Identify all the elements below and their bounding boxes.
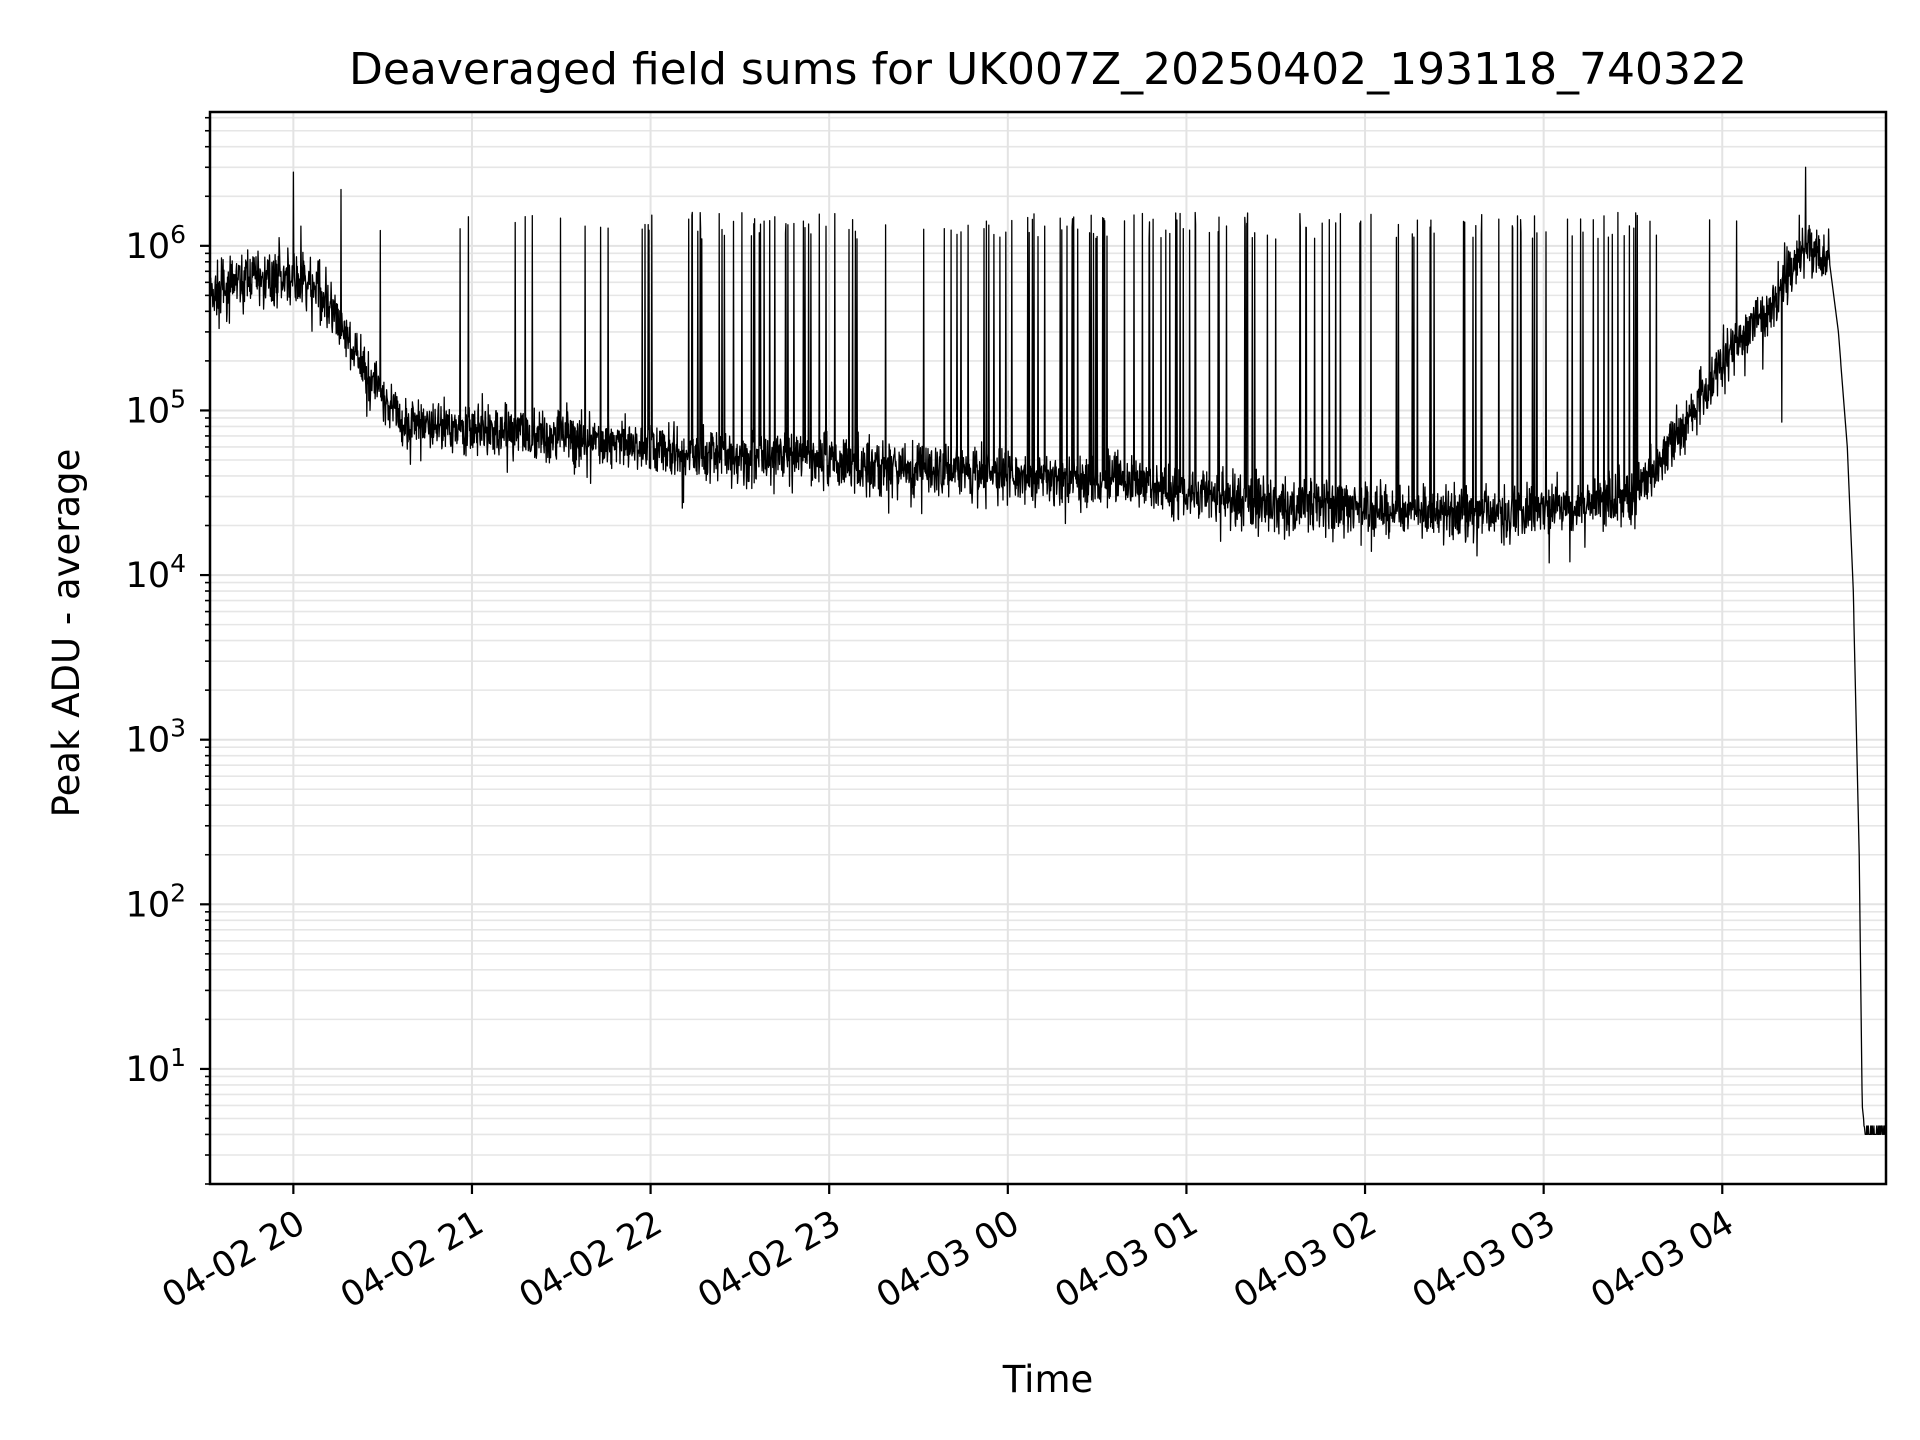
y-axis-label: Peak ADU - average — [45, 449, 88, 818]
y-tick-label: 102 — [126, 878, 186, 925]
y-tick-label: 104 — [126, 549, 186, 596]
data-layer — [209, 166, 1887, 1136]
y-tick-label: 105 — [126, 384, 186, 431]
y-tick-label: 101 — [126, 1043, 186, 1090]
series-line — [209, 166, 1887, 1136]
x-axis-label: Time — [1002, 1358, 1094, 1401]
plot-frame — [208, 110, 1888, 1186]
y-tick-label: 106 — [126, 220, 186, 267]
chart-title: Deaveraged field sums for UK007Z_2025040… — [349, 44, 1747, 95]
grid-layer — [210, 112, 1886, 1185]
y-tick-label: 103 — [126, 714, 186, 761]
